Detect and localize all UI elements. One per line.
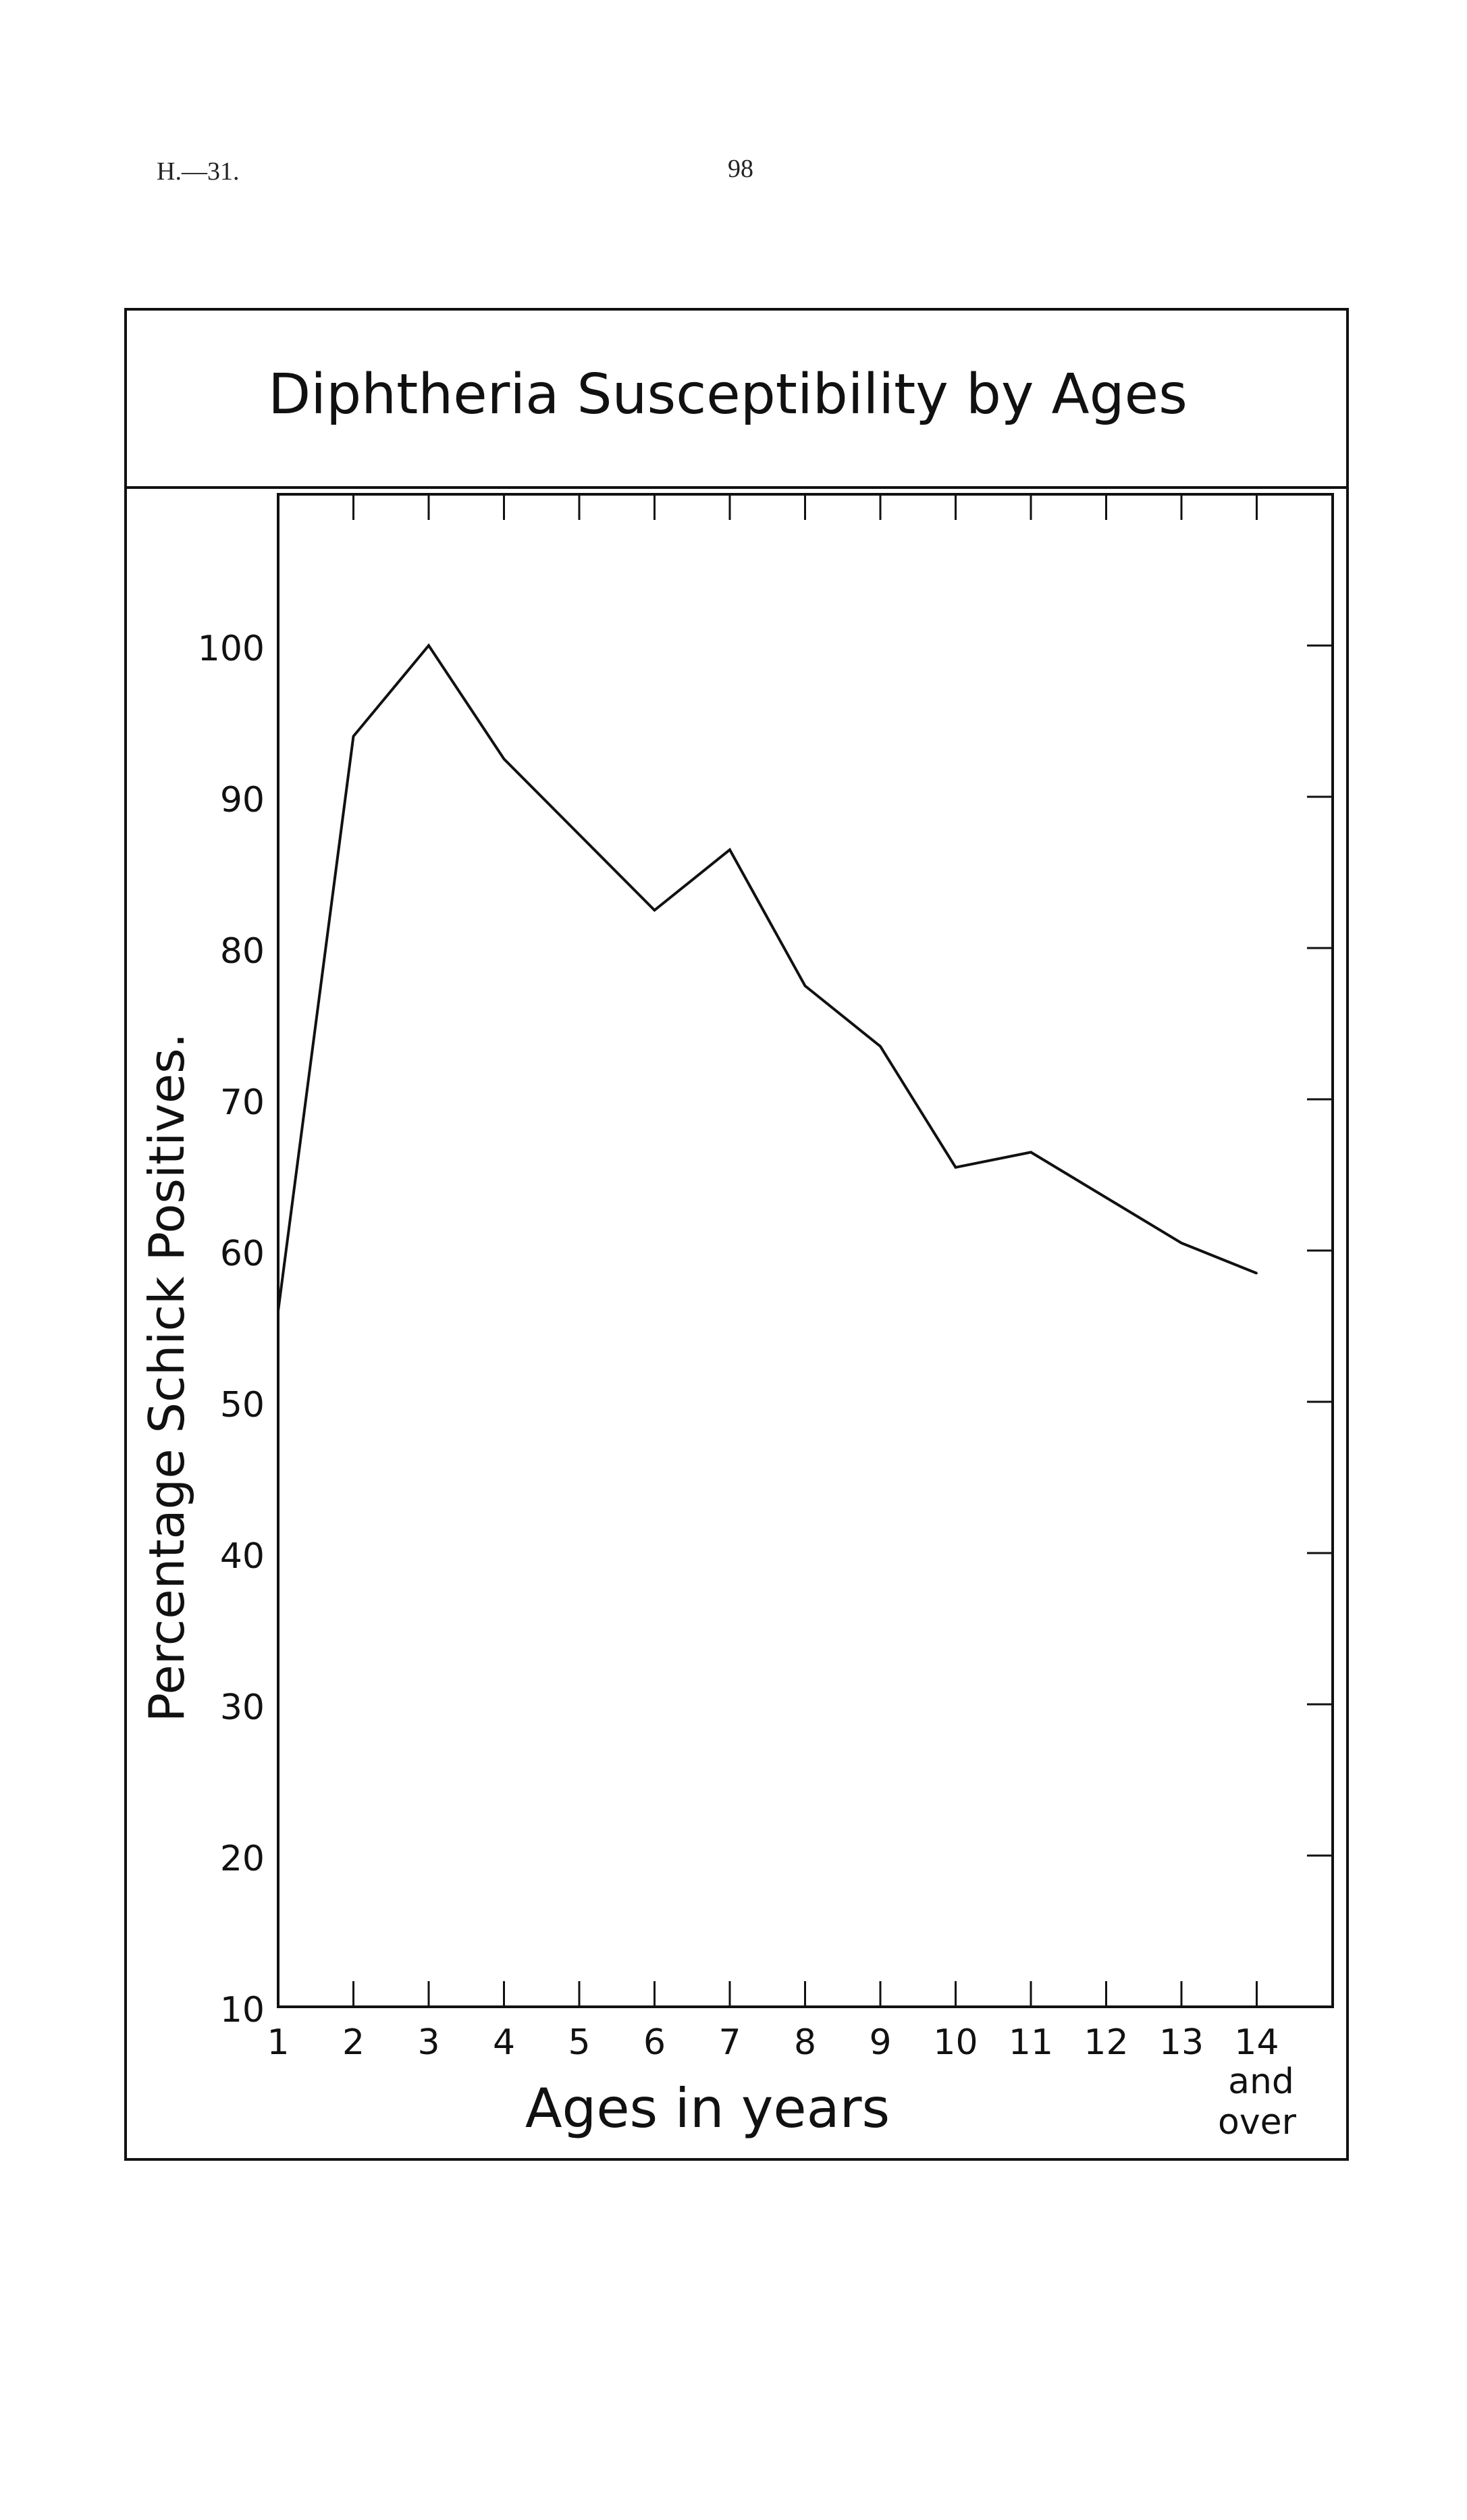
data-point: [879, 1045, 882, 1048]
y-tick-label: 40: [220, 1536, 265, 1577]
y-tick-label: 20: [220, 1839, 265, 1879]
series-layer: [277, 643, 1258, 1313]
x-tick-label: 4: [493, 2022, 515, 2063]
page-number: 98: [728, 155, 753, 183]
last-category-note-line-2: over: [1218, 2102, 1297, 2143]
x-tick-label: 5: [568, 2022, 590, 2063]
x-tick-label: 9: [869, 2022, 891, 2063]
data-point: [1256, 1272, 1258, 1275]
page-reference: H.—31.: [157, 157, 240, 186]
x-tick-label: 8: [794, 2022, 816, 2063]
y-axis-label: Percentage Schick Positives.: [138, 1033, 195, 1723]
plot-area: [277, 493, 1334, 2008]
y-tick-label: 60: [220, 1234, 265, 1274]
x-tick-label: 7: [718, 2022, 741, 2063]
data-point: [352, 735, 354, 737]
data-point: [427, 644, 430, 647]
chart-title: Diphtheria Susceptibility by Ages: [268, 363, 1188, 427]
y-tick-label: 70: [220, 1082, 265, 1123]
data-point: [1030, 1151, 1032, 1153]
data-point: [503, 758, 505, 760]
data-point: [654, 909, 656, 912]
x-tick-label: 2: [342, 2022, 365, 2063]
y-tick-label: 100: [198, 629, 265, 669]
y-tick-label: 30: [220, 1687, 265, 1728]
x-tick-label: 12: [1084, 2022, 1128, 2063]
data-point: [955, 1166, 957, 1169]
data-point: [277, 1310, 279, 1313]
last-category-note-line-1: and: [1228, 2062, 1294, 2102]
x-tick-label: 13: [1159, 2022, 1204, 2063]
x-tick-label: 6: [643, 2022, 666, 2063]
x-axis-label: Ages in years: [525, 2077, 890, 2140]
data-point: [1105, 1197, 1107, 1199]
data-point: [1180, 1242, 1183, 1244]
y-tick-label: 50: [220, 1385, 265, 1425]
x-tick-label: 14: [1234, 2022, 1279, 2063]
x-axis: 1 2 3 4 5 6 7 8 9 10 11 12 13 14: [267, 494, 1279, 2063]
data-point: [728, 848, 731, 851]
y-axis: 10 20 30 40 50 60 70 80 90 100: [198, 629, 1333, 2030]
y-tick-label: 80: [220, 931, 265, 972]
x-tick-label: 11: [1009, 2022, 1053, 2063]
series-line: [277, 643, 1258, 1311]
data-point: [804, 985, 806, 987]
x-tick-label: 3: [417, 2022, 439, 2063]
x-tick-label: 1: [267, 2022, 289, 2063]
y-tick-label: 10: [220, 1990, 265, 2030]
x-tick-label: 10: [933, 2022, 978, 2063]
y-tick-label: 90: [220, 780, 265, 820]
data-point: [578, 833, 581, 836]
chart-frame: [124, 308, 1349, 2161]
